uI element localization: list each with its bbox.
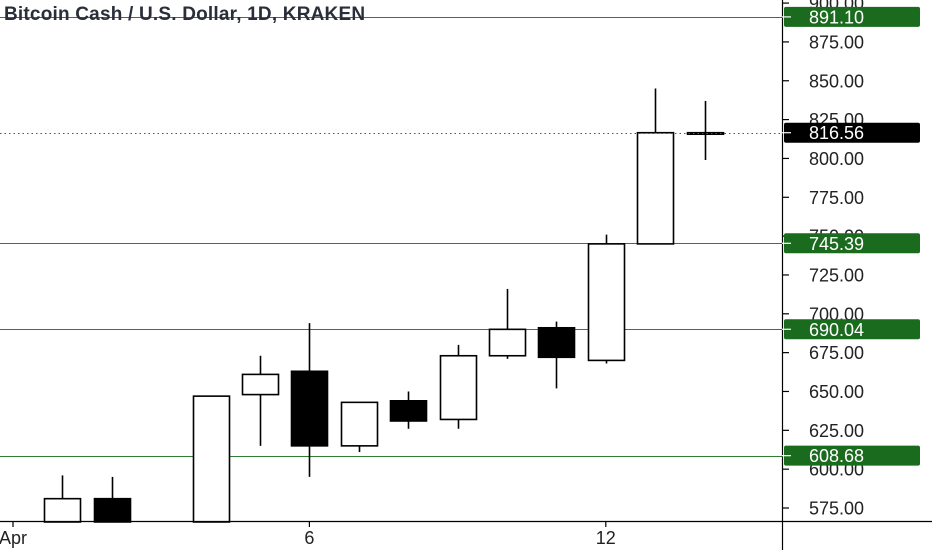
candle-body-up [192,395,231,523]
chart-title: Bitcoin Cash / U.S. Dollar, 1D, KRAKEN [4,4,366,25]
candle [389,391,428,429]
candle-body-up [488,328,527,357]
y-tick-label: 650.00 [809,382,864,402]
candle-body-up [686,131,725,136]
x-tick-label: Apr [0,528,27,548]
last-price-badge: 816.56 [782,122,920,143]
candle-body-up [241,373,280,396]
level-badge-box [784,319,920,340]
level-badge: 608.68 [782,445,920,466]
level-badge-label: 891.10 [809,7,864,27]
candle-body-down [537,326,576,359]
candles [43,88,725,523]
candle-body-down [290,370,329,447]
candle [43,475,82,523]
candle [537,321,576,389]
last-price-badge-label: 816.56 [809,123,864,143]
candle [686,100,725,160]
candle-body-up [636,131,675,245]
y-tick-label: 725.00 [809,265,864,285]
candle-body-up [340,401,379,447]
level-badge: 690.04 [782,319,920,340]
y-tick-label: 575.00 [809,499,864,519]
y-tick-label: 875.00 [809,32,864,52]
price-badges: 891.10 745.39 690.04 608.68 816.56 [782,6,920,466]
level-badge-box [784,6,920,27]
candle [439,344,478,429]
level-badge-label: 745.39 [809,234,864,254]
candle [587,234,626,364]
level-badge: 745.39 [782,233,920,254]
level-badge-label: 690.04 [809,320,864,340]
x-tick-label: 6 [304,528,314,548]
y-tick-label: 850.00 [809,71,864,91]
candle-body-down [93,497,132,523]
level-badge-label: 608.68 [809,446,864,466]
candle [340,401,379,453]
candle [241,355,280,446]
time-axis: Apr 6 12 [0,520,932,548]
candle-body-up [43,497,82,523]
x-tick-label: 12 [596,528,616,548]
y-tick-label: 775.00 [809,188,864,208]
candle [636,88,675,245]
candle [290,323,329,477]
candle-body-up [587,243,626,362]
candle [93,476,132,523]
y-tick-label: 675.00 [809,343,864,363]
last-price-badge-box [784,122,920,143]
price-axis: 575.00600.00625.00650.00675.00700.00725.… [781,0,864,550]
candle-body-up [439,354,478,421]
candle [192,395,231,523]
level-badge-box [784,233,920,254]
level-badge: 891.10 [782,6,920,27]
y-tick-label: 625.00 [809,421,864,441]
y-tick-label: 800.00 [809,149,864,169]
candle-body-down [389,400,428,422]
level-badge-box [784,445,920,466]
candle [488,288,527,359]
